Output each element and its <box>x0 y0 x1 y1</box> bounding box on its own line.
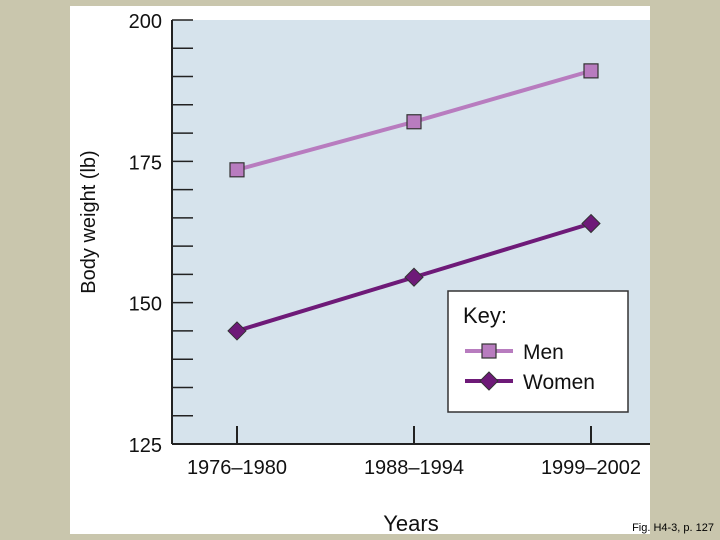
series-women <box>227 213 601 341</box>
data-point <box>406 114 422 130</box>
y-tick-label: 125 <box>129 435 162 457</box>
legend-label: Women <box>523 371 595 394</box>
series-men <box>229 63 599 178</box>
data-point <box>583 63 599 79</box>
x-axis-label: Years <box>383 511 438 536</box>
legend-items: Men Women <box>465 341 595 394</box>
y-tick-label: 200 <box>129 11 162 33</box>
figure-caption: Fig. H4-3, p. 127 <box>632 522 714 534</box>
series-layer <box>227 63 601 341</box>
legend: Key: Men Women <box>447 290 629 413</box>
y-tick-label: 150 <box>129 294 162 316</box>
legend-item-men: Men <box>465 341 564 364</box>
data-point <box>227 321 247 341</box>
x-ticks: 1976–1980 1988–1994 1999–2002 <box>187 426 641 479</box>
y-ticks: 200 175 150 125 <box>129 11 193 457</box>
y-axis-label: Body weight (lb) <box>78 150 100 293</box>
data-point <box>229 162 245 178</box>
x-tick-label: 1976–1980 <box>187 457 287 479</box>
legend-marker <box>481 343 497 359</box>
data-point <box>404 267 424 287</box>
legend-title: Key: <box>463 303 507 328</box>
y-tick-label: 175 <box>129 152 162 174</box>
legend-item-women: Women <box>465 371 595 394</box>
x-tick-label: 1988–1994 <box>364 457 464 479</box>
legend-marker <box>479 371 499 391</box>
data-point <box>581 213 601 234</box>
x-tick-label: 1999–2002 <box>541 457 641 479</box>
legend-label: Men <box>523 341 564 364</box>
